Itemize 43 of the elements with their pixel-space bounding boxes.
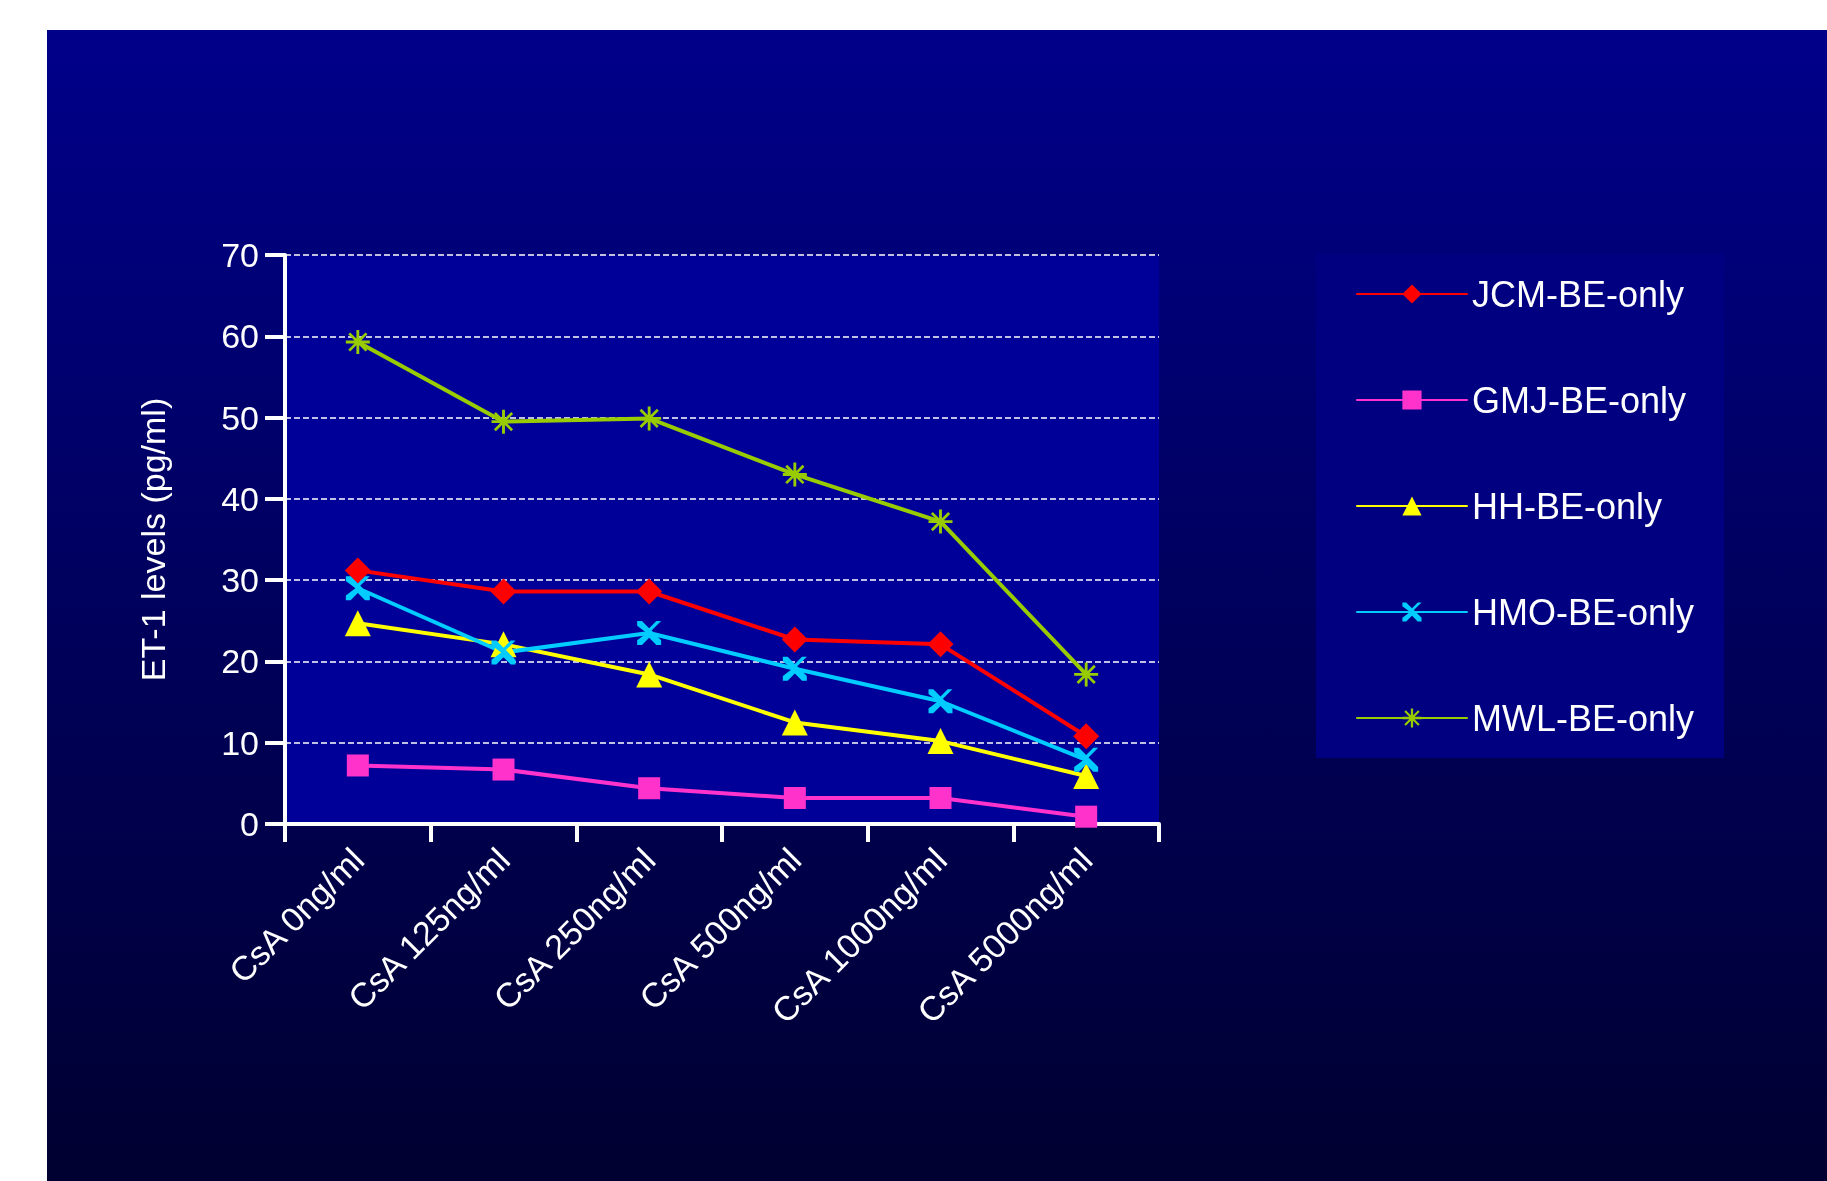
point (928, 509, 953, 534)
point (491, 409, 516, 434)
legend-label: HH-BE-only (1471, 485, 1663, 527)
point (929, 786, 952, 809)
point (346, 754, 369, 777)
point (492, 758, 515, 781)
point (782, 462, 807, 487)
point (491, 640, 516, 665)
point (638, 777, 661, 800)
legend-label: JCM-BE-only (1471, 273, 1684, 315)
point (636, 578, 663, 605)
point (781, 709, 808, 736)
point (1073, 763, 1100, 790)
point (928, 689, 953, 714)
point (781, 626, 808, 653)
y-tick-label: 70 (221, 236, 259, 274)
point (783, 786, 806, 809)
point (1075, 805, 1098, 828)
y-tick-label: 40 (221, 479, 259, 518)
y-tick-label: 30 (221, 561, 259, 600)
y-tick-label: 0 (240, 805, 259, 843)
point (637, 620, 662, 645)
point (1074, 662, 1099, 687)
y-tick-label: 20 (221, 642, 259, 681)
point (1073, 723, 1100, 750)
point (636, 661, 663, 688)
point (927, 631, 954, 658)
point (637, 406, 662, 431)
legend-label: GMJ-BE-only (1471, 379, 1686, 421)
y-axis-title: ET-1 levels (pg/ml) (134, 397, 172, 682)
point (345, 329, 370, 354)
legend-label: MWL-BE-only (1471, 697, 1694, 739)
point (1074, 747, 1099, 772)
point (927, 728, 954, 755)
y-tick-label: 60 (221, 317, 259, 356)
legend-label: HMO-BE-only (1471, 591, 1694, 633)
point (345, 576, 370, 601)
y-tick-label: 50 (221, 398, 259, 437)
point (782, 656, 807, 681)
point (344, 557, 371, 584)
point (490, 578, 517, 605)
y-tick-label: 10 (221, 723, 259, 762)
point (344, 610, 371, 637)
